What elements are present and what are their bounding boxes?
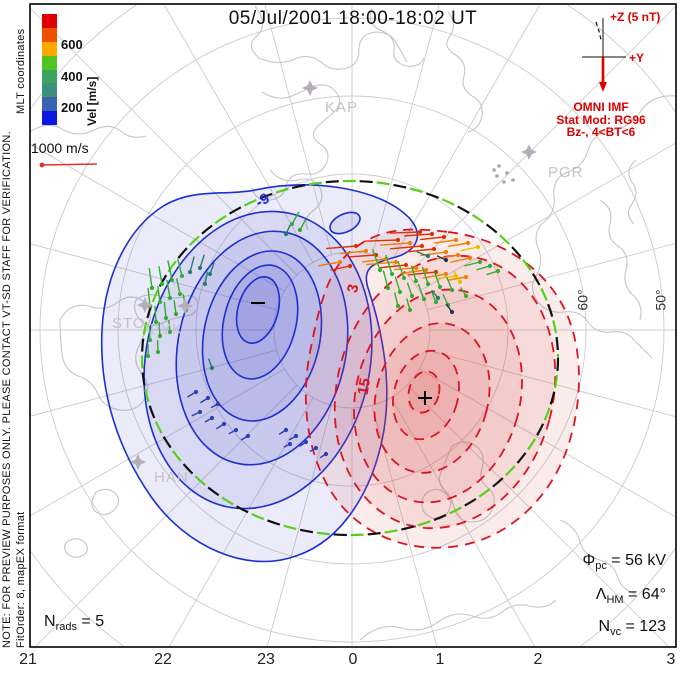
colorbar-tick-600: 600 bbox=[61, 37, 83, 52]
station-label-pgr: PGR bbox=[548, 164, 584, 181]
mlt-tick-2: 2 bbox=[533, 651, 543, 668]
station-label-sto: STO bbox=[112, 315, 146, 332]
station-marker-pyk bbox=[177, 298, 193, 314]
imf-condition-label: Bz-, 4<BT<6 bbox=[566, 125, 636, 139]
colorbar-segment bbox=[42, 83, 57, 98]
imf-z-label: +Z (5 nT) bbox=[610, 10, 661, 24]
reference-vector-arrow bbox=[39, 162, 98, 168]
colorbar-tick-200: 200 bbox=[61, 100, 83, 115]
lat-label-60: 60° bbox=[574, 289, 591, 311]
hm-boundary-latitude: ΛHM = 64° bbox=[595, 586, 666, 607]
positive-potential-cell bbox=[304, 228, 580, 549]
station-marker-kap bbox=[302, 80, 318, 96]
vector-count: Nvc = 123 bbox=[598, 618, 667, 639]
station-label-pyk: PYK bbox=[150, 321, 184, 338]
imf-source-label: OMNI IMF bbox=[573, 100, 629, 114]
colorbar-axis-label: Vel [m/s] bbox=[85, 76, 99, 126]
colorbar-segment bbox=[42, 41, 57, 56]
mlt-coordinates-label: MLT coordinates bbox=[15, 28, 27, 114]
radar-count: Nrads = 5 bbox=[44, 613, 105, 634]
lat-label-50: 50° bbox=[652, 289, 669, 311]
imf-model-label: Stat Mod: RG96 bbox=[556, 113, 646, 127]
imf-y-label: +Y bbox=[629, 51, 645, 65]
hm-boundary bbox=[140, 179, 560, 537]
colorbar-segment bbox=[42, 55, 57, 70]
mlt-tick-3: 3 bbox=[666, 651, 676, 668]
colorbar-segment bbox=[42, 111, 57, 125]
colorbar-segment bbox=[42, 27, 57, 42]
plot-title: 05/Jul/2001 18:00-18:02 UT bbox=[228, 8, 478, 29]
imf-dial bbox=[582, 18, 626, 92]
mlt-tick-0: 0 bbox=[348, 651, 358, 668]
station-marker-han bbox=[130, 454, 146, 470]
fit-order-label: FitOrder: 8, mapEX format bbox=[15, 511, 27, 648]
colorbar-segment bbox=[42, 69, 57, 84]
mlt-tick-23: 23 bbox=[257, 651, 275, 668]
reference-vector-label: 1000 m/s bbox=[31, 140, 89, 156]
mlt-tick-1: 1 bbox=[435, 651, 445, 668]
station-marker-pgr bbox=[521, 144, 537, 160]
plot-frame bbox=[29, 3, 677, 648]
cell-center-markers bbox=[251, 302, 432, 405]
negative-potential-cell bbox=[100, 184, 419, 563]
velocity-vectors bbox=[145, 211, 501, 459]
colorbar-segment bbox=[42, 14, 57, 28]
station-label-han: HAN bbox=[154, 469, 189, 486]
station-marker-sto bbox=[137, 297, 153, 313]
colorbar-tick-400: 400 bbox=[61, 69, 83, 84]
coastlines bbox=[31, 5, 675, 641]
station-label-kap: KAP bbox=[325, 99, 359, 116]
colorbar-segment bbox=[42, 97, 57, 112]
cross-polar-cap-potential: Φpc = 56 kV bbox=[582, 552, 666, 573]
mlt-tick-21: 21 bbox=[19, 651, 37, 668]
velocity-colorbar bbox=[42, 14, 57, 125]
mlt-tick-22: 22 bbox=[154, 651, 172, 668]
contour-label-15: 15 bbox=[354, 376, 375, 397]
preview-watermark: NOTE: FOR PREVIEW PURPOSES ONLY. PLEASE … bbox=[1, 131, 13, 648]
radar-station-markers bbox=[130, 80, 537, 470]
